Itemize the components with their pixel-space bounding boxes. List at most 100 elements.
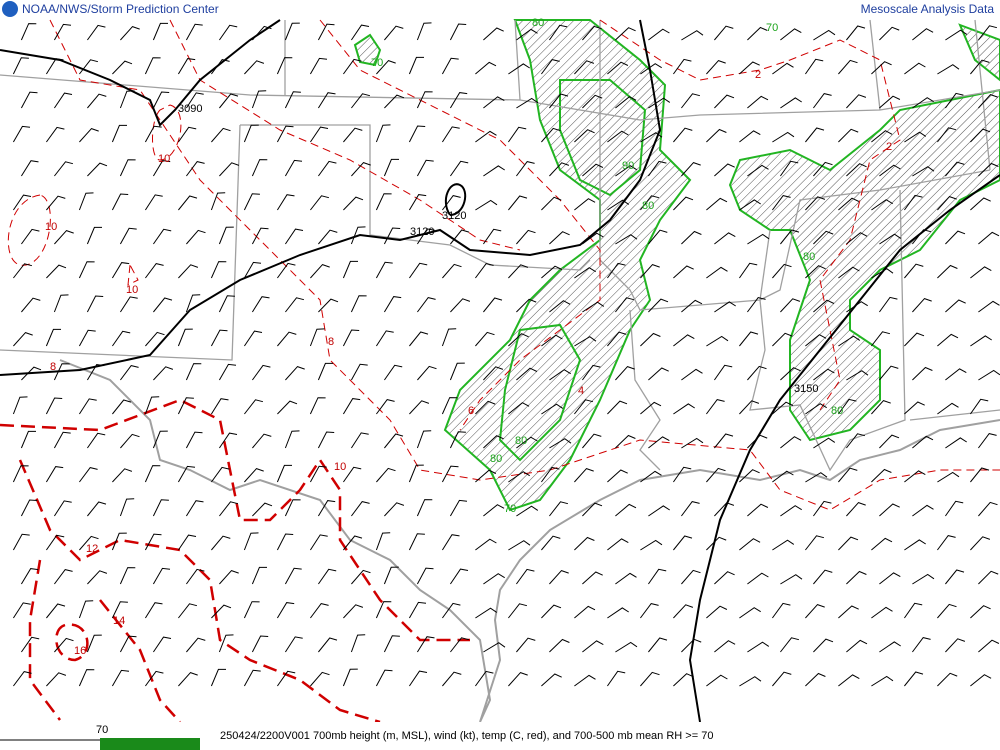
wind-barb (937, 471, 960, 483)
wind-barb (244, 60, 265, 75)
wind-barb (276, 194, 295, 211)
temperature-label: 12 (86, 543, 98, 555)
wind-barb (284, 636, 303, 653)
wind-barb (607, 262, 626, 279)
wind-barb (441, 328, 457, 347)
wind-barb (970, 128, 991, 143)
wind-barb (904, 194, 923, 211)
wind-barb (574, 468, 594, 483)
wind-barb (904, 470, 926, 483)
wind-barb (318, 568, 337, 585)
wind-barb (284, 499, 301, 517)
wind-barb (153, 228, 172, 245)
wind-barb (681, 230, 702, 245)
wind-barb (12, 57, 29, 75)
wind-barb (79, 128, 99, 143)
wind-barb (111, 532, 127, 551)
wind-barb (846, 301, 868, 313)
wind-barb (317, 23, 335, 41)
wind-barb (879, 233, 902, 245)
height-contour (688, 174, 1000, 723)
wind-barb (86, 364, 105, 381)
wind-barb (383, 566, 399, 585)
temperature-label: 10 (45, 221, 57, 233)
wind-barb (46, 534, 65, 551)
wind-barb (483, 228, 502, 245)
wind-barb (350, 363, 368, 381)
wind-barb (978, 433, 997, 449)
wind-barb (706, 128, 727, 143)
wind-barb (846, 570, 867, 585)
wind-barb (508, 333, 529, 347)
wind-barb (284, 91, 301, 109)
rh-area (559, 79, 647, 197)
wind-barb (483, 27, 504, 41)
wind-barb (904, 539, 926, 551)
wind-barb (384, 25, 404, 41)
wind-barb (185, 92, 204, 109)
wind-barb (375, 261, 393, 279)
wind-barb (607, 607, 629, 619)
wind-barb (309, 328, 325, 347)
wind-barb (582, 301, 605, 313)
wind-barb (838, 605, 859, 619)
wind-barb (350, 226, 366, 245)
wind-barb (309, 126, 329, 143)
wind-barb (153, 297, 173, 313)
wind-barb (119, 296, 138, 313)
wind-barb (243, 124, 259, 143)
wind-barb (318, 298, 339, 313)
wind-barb (79, 467, 98, 483)
wind-barb (549, 93, 569, 109)
wind-barb (178, 603, 198, 619)
wind-barb (516, 298, 537, 313)
wind-barb (218, 226, 234, 245)
wind-barb (384, 364, 403, 381)
wind-barb (218, 295, 235, 313)
wind-barb (317, 500, 336, 517)
wind-barb (111, 669, 130, 687)
wind-barb (673, 127, 693, 143)
wind-barb (284, 430, 300, 449)
wind-barb (408, 464, 424, 483)
wind-barb (813, 299, 835, 313)
height-contour (444, 183, 467, 216)
wind-barb (441, 465, 459, 483)
wind-barb (879, 641, 901, 653)
wind-barb (970, 398, 989, 415)
wind-barb (879, 95, 901, 109)
wind-barb (681, 162, 701, 177)
wind-barb (681, 638, 702, 653)
wind-barb (285, 366, 305, 381)
wind-barb (152, 499, 169, 517)
wind-barb (978, 570, 999, 585)
wind-barb (243, 330, 263, 347)
wind-barb (805, 604, 825, 619)
wind-barb (970, 59, 990, 75)
wind-barb (582, 571, 603, 585)
wind-barb (144, 194, 163, 211)
humidity-label: 70 (766, 22, 778, 34)
wind-barb (871, 468, 892, 483)
wind-barb (912, 97, 934, 109)
wind-barb (673, 403, 695, 415)
wind-barb (714, 232, 736, 245)
wind-barb (210, 668, 226, 687)
wind-barb (276, 533, 294, 551)
wind-barb (582, 433, 602, 449)
height-contour (0, 19, 662, 376)
wind-barb (450, 160, 469, 177)
wind-barb (152, 636, 172, 653)
humidity-label: 80 (642, 200, 654, 212)
wind-barb (483, 573, 505, 585)
wind-barb (912, 504, 934, 517)
wind-barb (615, 434, 636, 449)
temperature-label: 10 (126, 284, 138, 296)
wind-barb (912, 435, 934, 449)
wind-barb (945, 299, 966, 313)
wind-barb (78, 329, 96, 347)
wind-barb (78, 600, 94, 619)
wind-barb (673, 334, 695, 347)
wind-barb (416, 159, 434, 177)
wind-barb (178, 126, 197, 143)
